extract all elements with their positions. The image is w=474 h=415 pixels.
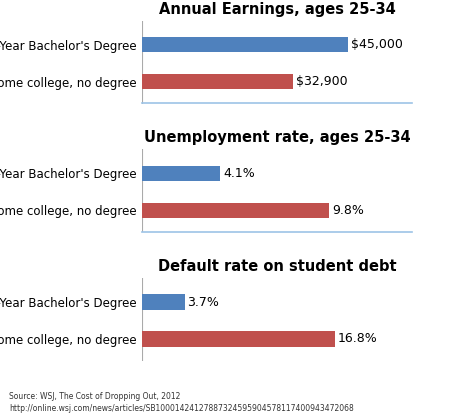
- Text: 4.1%: 4.1%: [223, 167, 255, 180]
- Text: 3.7%: 3.7%: [187, 295, 219, 308]
- Bar: [142, 37, 348, 52]
- Text: 16.8%: 16.8%: [337, 332, 377, 345]
- Title: Annual Earnings, ages 25-34: Annual Earnings, ages 25-34: [159, 2, 396, 17]
- Bar: [142, 74, 293, 89]
- Text: 9.8%: 9.8%: [332, 204, 364, 217]
- Bar: [142, 331, 335, 347]
- Bar: [142, 166, 220, 181]
- Text: Source: WSJ, The Cost of Dropping Out, 2012
http://online.wsj.com/news/articles/: Source: WSJ, The Cost of Dropping Out, 2…: [9, 392, 354, 413]
- Title: Default rate on student debt: Default rate on student debt: [158, 259, 397, 274]
- Bar: [142, 203, 329, 218]
- Bar: [142, 294, 184, 310]
- Title: Unemployment rate, ages 25-34: Unemployment rate, ages 25-34: [144, 130, 410, 145]
- Text: $32,900: $32,900: [296, 75, 347, 88]
- Text: $45,000: $45,000: [351, 38, 403, 51]
